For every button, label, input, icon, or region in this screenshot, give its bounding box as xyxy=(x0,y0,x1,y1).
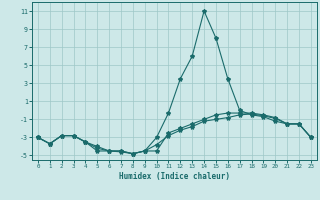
X-axis label: Humidex (Indice chaleur): Humidex (Indice chaleur) xyxy=(119,172,230,181)
